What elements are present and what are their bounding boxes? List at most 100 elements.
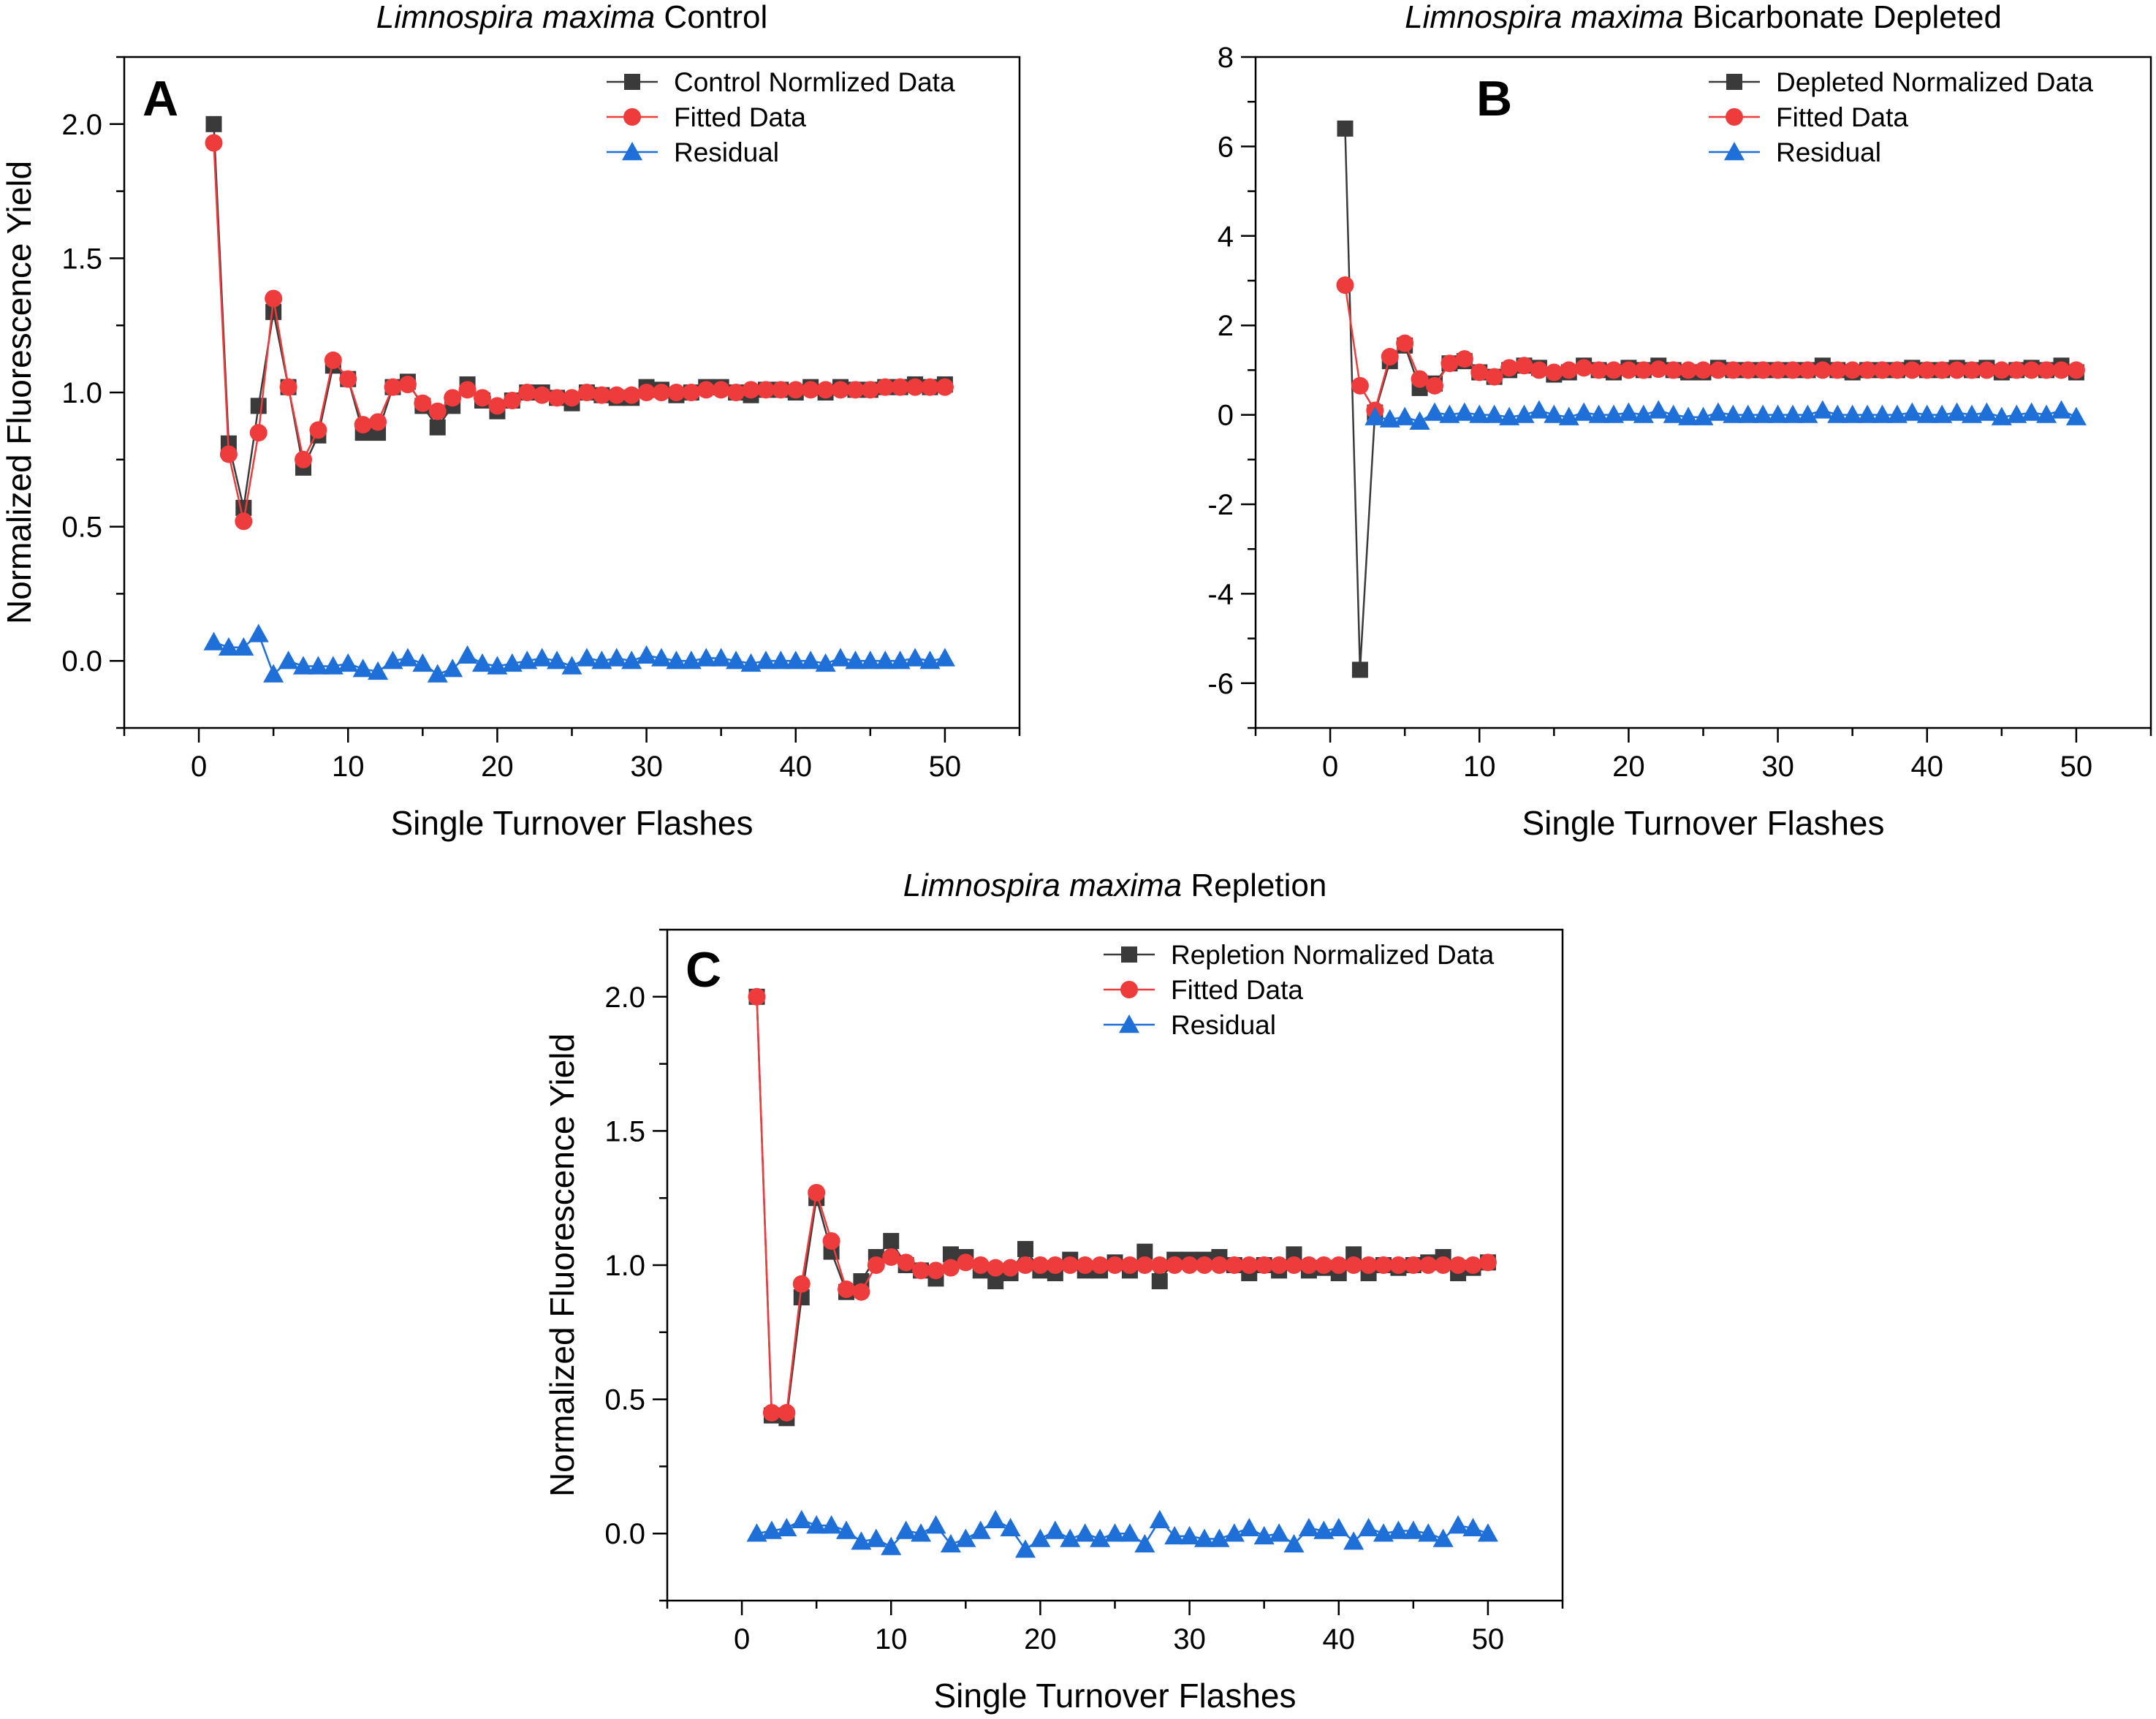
data-point xyxy=(309,421,327,439)
data-point xyxy=(667,384,686,401)
data-point xyxy=(1462,1517,1484,1537)
data-point xyxy=(1209,1528,1230,1547)
data-point xyxy=(1313,1520,1335,1539)
data-point xyxy=(1074,1523,1096,1542)
legend-label: Residual xyxy=(1171,1010,1276,1040)
y-tick-label: 1.5 xyxy=(61,243,102,275)
data-point xyxy=(859,650,881,669)
data-point xyxy=(1873,361,1891,379)
y-tick-label: -6 xyxy=(1207,668,1234,700)
data-point xyxy=(1650,360,1668,379)
data-point xyxy=(786,381,805,399)
legend-marker-square-icon xyxy=(624,74,640,90)
data-point xyxy=(987,1273,1004,1290)
data-point xyxy=(1499,406,1520,425)
y-tick-label: 1.0 xyxy=(61,377,102,409)
data-point xyxy=(339,370,357,388)
chart-panel-a: Limnospira maxima Control 0 10 20 30 40 50 0.0 0… xyxy=(0,0,1021,842)
chart-title-rest: Control xyxy=(655,0,767,35)
data-point xyxy=(1859,361,1877,379)
data-point xyxy=(1394,406,1416,425)
data-point xyxy=(1933,361,1951,379)
data-point xyxy=(1164,1525,1185,1545)
data-point xyxy=(941,1259,960,1277)
x-tick-label: 30 xyxy=(1173,1623,1206,1655)
data-point xyxy=(770,650,792,669)
data-point xyxy=(637,384,656,401)
data-point xyxy=(1031,1256,1049,1274)
data-point xyxy=(384,378,402,396)
series-residual xyxy=(1364,400,2087,430)
data-point xyxy=(517,650,538,669)
data-point xyxy=(547,650,568,669)
data-point xyxy=(666,650,687,669)
data-point xyxy=(1106,1256,1124,1274)
data-point xyxy=(636,645,657,664)
data-point xyxy=(606,648,627,667)
x-tick-label: 50 xyxy=(2060,751,2093,783)
data-point xyxy=(2021,402,2042,421)
x-tick-label: 10 xyxy=(875,1623,908,1655)
data-point xyxy=(755,650,776,669)
data-point xyxy=(935,378,954,396)
data-point xyxy=(762,1403,781,1422)
data-point xyxy=(1574,402,1595,421)
chart-panel-c: Limnospira maxima Repletion 0 10 20 30 40 50 0.… xyxy=(543,868,1564,1715)
data-point xyxy=(265,289,283,308)
data-point xyxy=(882,1248,900,1266)
legend-marker-triangle-icon xyxy=(1119,1014,1139,1033)
data-point xyxy=(891,378,909,396)
series-depleted-normalized-data xyxy=(1337,120,2084,678)
x-tick-label: 0 xyxy=(1322,751,1338,783)
data-point xyxy=(1017,1256,1034,1274)
data-point xyxy=(623,386,641,404)
data-point xyxy=(487,656,508,675)
data-point xyxy=(1225,1256,1243,1274)
data-point xyxy=(881,1536,902,1555)
data-point xyxy=(1000,1517,1021,1537)
data-point xyxy=(746,1523,767,1542)
data-point xyxy=(1166,1256,1184,1274)
legend-marker-circle-icon xyxy=(1726,108,1743,126)
data-point xyxy=(1351,661,1368,678)
data-point xyxy=(830,648,851,667)
data-point xyxy=(563,389,581,407)
data-point xyxy=(651,648,672,667)
data-point xyxy=(776,1517,797,1537)
data-point xyxy=(875,650,896,669)
plot-frame xyxy=(1254,56,2152,729)
data-point xyxy=(1426,376,1443,395)
x-tick-label: 20 xyxy=(1612,751,1645,783)
data-point xyxy=(398,375,417,393)
data-point xyxy=(987,1259,1005,1277)
data-point xyxy=(429,419,446,436)
data-point xyxy=(308,656,329,675)
data-point xyxy=(927,1261,945,1280)
data-point xyxy=(1253,1525,1275,1545)
data-point xyxy=(1663,404,1684,423)
data-point xyxy=(2067,361,2085,379)
data-point xyxy=(772,381,790,399)
data-point xyxy=(1210,1256,1229,1274)
data-point xyxy=(785,650,806,669)
series-line xyxy=(213,124,946,509)
data-point xyxy=(1411,370,1429,388)
data-point xyxy=(955,1528,976,1547)
data-point xyxy=(942,1246,959,1263)
y-axis-label: Normalized Fluorescence Yield xyxy=(543,1033,581,1497)
data-point xyxy=(235,512,253,531)
data-point xyxy=(934,648,955,667)
data-point xyxy=(250,398,267,414)
data-point xyxy=(710,648,732,667)
data-point xyxy=(397,648,418,667)
data-point xyxy=(324,351,342,369)
y-tick-label: -4 xyxy=(1207,578,1234,610)
data-point xyxy=(248,623,269,642)
data-point xyxy=(1620,361,1638,379)
data-point xyxy=(1337,120,1354,137)
data-point xyxy=(278,650,299,669)
data-point xyxy=(1076,1256,1094,1274)
chart-title-rest: Bicarbonate Depleted xyxy=(1684,0,2002,35)
data-point xyxy=(474,389,491,407)
